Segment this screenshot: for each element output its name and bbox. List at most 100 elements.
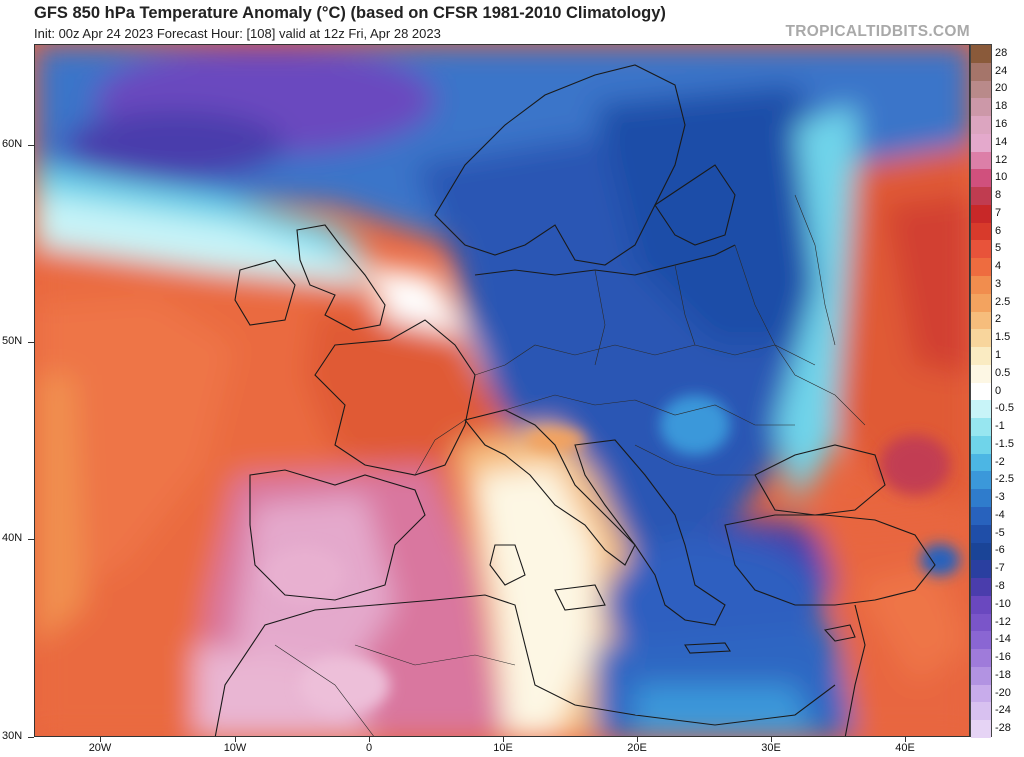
colorbar-segment [971, 133, 991, 153]
colorbar-segment [971, 382, 991, 401]
colorbar-segment [971, 720, 991, 739]
colorbar-label: 0 [995, 384, 1002, 397]
colorbar-label: -2 [995, 455, 1005, 468]
colorbar-label: 3 [995, 277, 1002, 290]
anomaly-detail [265, 395, 960, 715]
colorbar-segment [971, 293, 991, 313]
colorbar-segment [971, 62, 991, 82]
colorbar-segment [971, 276, 991, 295]
colorbar-label: -1.5 [995, 437, 1014, 450]
colorbar-label: 20 [995, 82, 1008, 95]
longitude-label: 40E [895, 742, 915, 754]
colorbar-segment [971, 666, 991, 686]
colorbar-segment [971, 258, 991, 277]
colorbar-label: -7 [995, 562, 1005, 575]
latitude-tick [28, 145, 34, 146]
longitude-tick [503, 737, 504, 742]
colorbar-label: -28 [995, 722, 1011, 735]
colorbar-segment [971, 364, 991, 384]
colorbar-label: 1.5 [995, 331, 1011, 344]
colorbar-segment [971, 80, 991, 99]
country-borders [274, 194, 866, 736]
colorbar-segment [971, 542, 991, 561]
colorbar-label: -16 [995, 651, 1011, 664]
colorbar-segment [971, 560, 991, 579]
colorbar-label: -20 [995, 686, 1011, 699]
colorbar-label: -18 [995, 668, 1011, 681]
colorbar-label: -12 [995, 615, 1011, 628]
colorbar-segment [971, 116, 991, 135]
latitude-label: 60N [2, 138, 23, 150]
colorbar-segment [971, 311, 991, 330]
colorbar-segment [971, 578, 991, 597]
colorbar-segment [971, 595, 991, 615]
colorbar-segment [971, 684, 991, 703]
colorbar-label: 8 [995, 189, 1002, 202]
colorbar-segment [971, 240, 991, 259]
longitude-tick [771, 737, 772, 742]
colorbar-segment [971, 187, 991, 206]
colorbar-segment [971, 524, 991, 544]
colorbar-segment [971, 471, 991, 490]
colorbar-label: -0.5 [995, 402, 1014, 415]
latitude-label: 50N [2, 335, 23, 347]
colorbar-segment [971, 45, 991, 64]
colorbar-label: 2.5 [995, 295, 1011, 308]
longitude-label: 10E [493, 742, 513, 754]
longitude-tick [235, 737, 236, 742]
colorbar-label: 7 [995, 206, 1002, 219]
longitude-label: 20W [88, 742, 112, 754]
colorbar-segment [971, 435, 991, 455]
longitude-label: 30E [761, 742, 781, 754]
longitude-label: 0 [365, 742, 373, 754]
colorbar-label: -2.5 [995, 473, 1014, 486]
colorbar-segment [971, 418, 991, 437]
colorbar-segment [971, 400, 991, 419]
latitude-tick [28, 737, 34, 738]
colorbar-segment [971, 649, 991, 668]
colorbar-segment [971, 222, 991, 241]
colorbar-label: 24 [995, 64, 1008, 77]
colorbar-segment [971, 98, 991, 117]
chart-title: GFS 850 hPa Temperature Anomaly (°C) (ba… [34, 4, 666, 22]
colorbar-segment [971, 489, 991, 508]
colorbar-label: -4 [995, 508, 1005, 521]
longitude-label: 20E [627, 742, 647, 754]
forecast-info: Init: 00z Apr 24 2023 Forecast Hour: [10… [34, 26, 441, 41]
colorbar-segment [971, 151, 991, 170]
colorbar-label: 5 [995, 242, 1002, 255]
anomaly-map [34, 44, 970, 737]
latitude-label: 30N [2, 730, 23, 742]
colorbar-segment [971, 329, 991, 348]
coastlines [214, 64, 936, 736]
colorbar-label: -14 [995, 633, 1011, 646]
colorbar-segment [971, 631, 991, 650]
colorbar-label: 16 [995, 117, 1008, 130]
colorbar-label: 2 [995, 313, 1002, 326]
colorbar-label: 10 [995, 171, 1008, 184]
colorbar-label: 0.5 [995, 366, 1011, 379]
colorbar-label: -3 [995, 491, 1005, 504]
colorbar-label: 14 [995, 135, 1008, 148]
brand-watermark: TROPICALTIDBITS.COM [785, 23, 970, 40]
colorbar-segment [971, 702, 991, 721]
colorbar-label: 28 [995, 46, 1008, 59]
longitude-tick [100, 737, 101, 742]
longitude-tick [637, 737, 638, 742]
latitude-tick [28, 539, 34, 540]
latitude-label: 40N [2, 532, 23, 544]
colorbar-label: 6 [995, 224, 1002, 237]
colorbar-segment [971, 169, 991, 188]
colorbar [970, 44, 992, 739]
longitude-label: 10W [223, 742, 247, 754]
latitude-tick [28, 342, 34, 343]
colorbar-label: -10 [995, 597, 1011, 610]
colorbar-label: 12 [995, 153, 1008, 166]
colorbar-segment [971, 453, 991, 472]
colorbar-segment [971, 347, 991, 366]
anomaly-field [35, 45, 969, 736]
colorbar-labels: 28 24 20 18 16 14 12 10 8 7 6 5 4 3 2.5 2 1.5 1 0.5 0 -0.5 -1… [995, 44, 1024, 737]
colorbar-label: 18 [995, 100, 1008, 113]
colorbar-label: -24 [995, 704, 1011, 717]
colorbar-label: -1 [995, 420, 1005, 433]
